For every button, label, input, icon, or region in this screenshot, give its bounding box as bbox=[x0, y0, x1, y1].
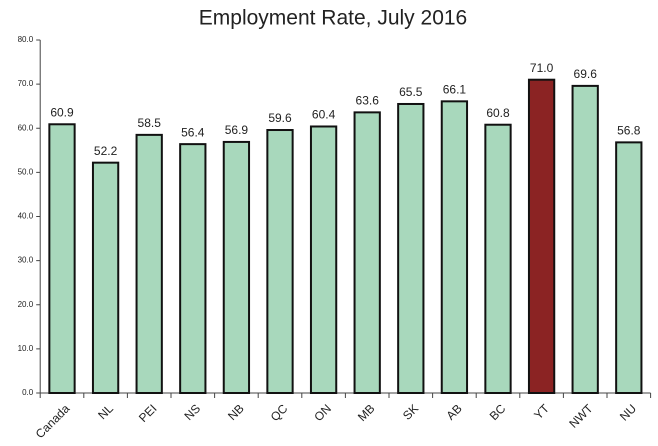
x-tick-label: NL bbox=[95, 401, 116, 422]
bar bbox=[309, 125, 338, 395]
x-tick-label: NS bbox=[181, 401, 203, 423]
x-tick-label: NWT bbox=[566, 401, 596, 431]
value-label: 69.6 bbox=[574, 67, 598, 81]
bar bbox=[222, 140, 251, 394]
value-label: 56.9 bbox=[225, 123, 249, 137]
y-tick-label: 70.0 bbox=[18, 79, 34, 88]
value-label: 59.6 bbox=[268, 111, 292, 125]
value-label: 52.2 bbox=[94, 144, 118, 158]
y-tick-label: 20.0 bbox=[18, 300, 34, 309]
y-tick-label: 80.0 bbox=[18, 35, 34, 44]
y-tick-label: 40.0 bbox=[18, 212, 34, 221]
value-label: 65.5 bbox=[399, 85, 423, 99]
x-tick-label: SK bbox=[400, 401, 421, 422]
x-tick-label: MB bbox=[355, 401, 378, 424]
value-label: 66.1 bbox=[443, 83, 467, 97]
value-label: 60.4 bbox=[312, 108, 336, 122]
x-tick-label: BC bbox=[487, 401, 509, 423]
value-label: 58.5 bbox=[138, 116, 162, 130]
x-tick-label: AB bbox=[444, 401, 465, 422]
bar bbox=[571, 84, 599, 394]
x-tick-label: YT bbox=[531, 401, 552, 422]
value-label: 56.4 bbox=[181, 125, 205, 139]
value-label: 56.8 bbox=[617, 124, 641, 138]
bar bbox=[48, 123, 76, 394]
y-tick-label: 30.0 bbox=[18, 256, 34, 265]
x-tick-label: NU bbox=[617, 401, 639, 423]
bar bbox=[179, 143, 207, 394]
y-tick-label: 10.0 bbox=[18, 344, 34, 353]
x-tick-label: QC bbox=[268, 401, 291, 424]
bar bbox=[397, 102, 425, 394]
x-tick-label: PEI bbox=[136, 401, 160, 425]
bar bbox=[527, 78, 556, 395]
bar bbox=[135, 133, 163, 394]
value-label: 71.0 bbox=[530, 61, 554, 75]
x-tick-label: Canada bbox=[33, 401, 73, 441]
value-label: 60.9 bbox=[50, 105, 74, 119]
x-tick-label: NB bbox=[225, 401, 247, 423]
y-tick-label: 50.0 bbox=[18, 167, 34, 176]
y-tick-label: 0.0 bbox=[22, 388, 34, 397]
chart-title: Employment Rate, July 2016 bbox=[199, 7, 467, 30]
bar bbox=[484, 123, 512, 394]
bar bbox=[440, 100, 469, 395]
bar bbox=[91, 161, 120, 394]
value-label: 63.6 bbox=[356, 94, 380, 108]
x-tick-label: ON bbox=[311, 401, 334, 424]
bar bbox=[615, 141, 643, 394]
value-label: 60.8 bbox=[486, 106, 510, 120]
y-tick-label: 60.0 bbox=[18, 123, 34, 132]
bar bbox=[353, 111, 381, 395]
bar bbox=[266, 129, 294, 394]
